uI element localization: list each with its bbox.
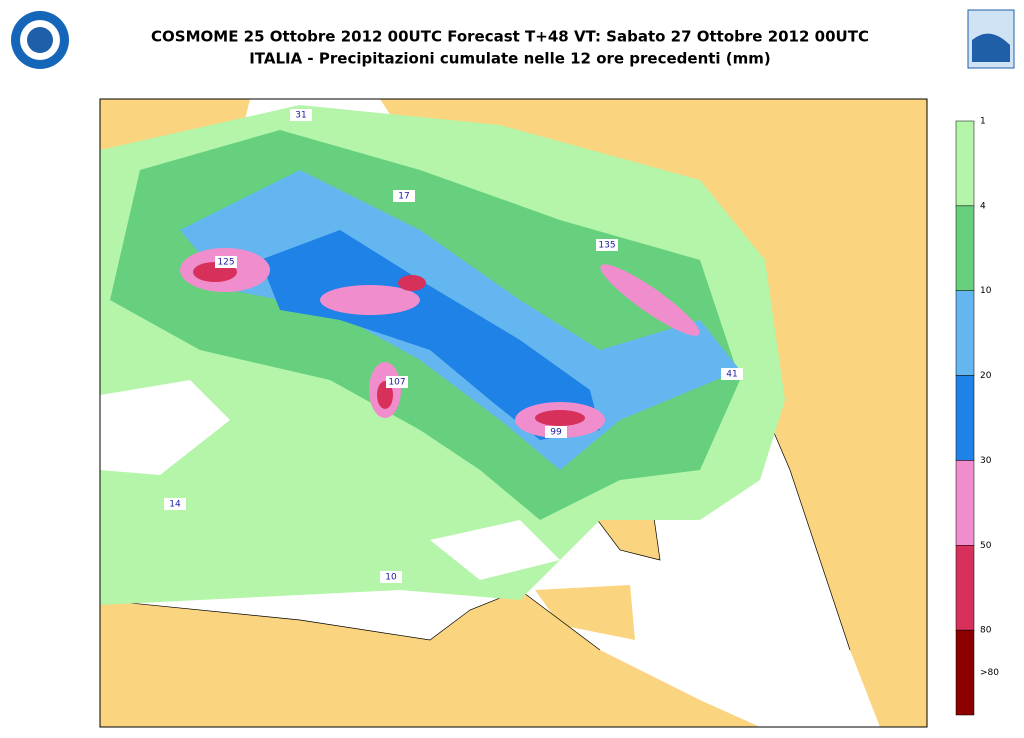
subtitle: ITALIA - Precipitazioni cumulate nelle 1…	[249, 50, 771, 68]
map-label-box	[721, 368, 743, 380]
map-label: 31	[295, 111, 306, 121]
map-label: 99	[550, 428, 562, 438]
logo-right	[967, 9, 1015, 69]
map-label: 135	[598, 241, 615, 251]
colorbar-segment	[955, 290, 975, 376]
colorbar-segment	[955, 375, 975, 461]
map-label-box	[380, 571, 402, 583]
colorbar-segment	[955, 120, 975, 207]
colorbar-label: 80	[980, 626, 992, 636]
map-label: 125	[217, 258, 234, 268]
map-label-box	[164, 498, 186, 510]
colorbar-label: 50	[980, 541, 992, 551]
map-label: 41	[726, 370, 737, 380]
map	[100, 99, 927, 727]
map-label-box	[596, 239, 618, 251]
colorbar-label: >80	[980, 668, 999, 678]
title: COSMOME 25 Ottobre 2012 00UTC Forecast T…	[151, 28, 869, 46]
colorbar-label: 10	[980, 286, 992, 296]
map-label-box	[215, 256, 237, 268]
colorbar-segment	[955, 545, 975, 631]
map-label: 14	[169, 500, 181, 510]
colorbar-label: 1	[980, 117, 986, 127]
map-label-box	[290, 109, 312, 121]
colorbar-label: 30	[980, 456, 992, 466]
map-label-box	[386, 376, 408, 388]
colorbar-segment	[955, 460, 975, 546]
map-label-box	[545, 426, 567, 438]
map-label: 10	[385, 573, 397, 583]
map-label: 17	[398, 192, 409, 202]
colorbar-segment	[955, 205, 975, 291]
map-frame	[99, 98, 928, 728]
colorbar-label: 4	[980, 201, 986, 211]
colorbar-label: 20	[980, 371, 992, 381]
map-label-box	[393, 190, 415, 202]
colorbar-segment	[955, 629, 975, 716]
logo-left	[11, 11, 69, 69]
map-label: 107	[388, 378, 405, 388]
